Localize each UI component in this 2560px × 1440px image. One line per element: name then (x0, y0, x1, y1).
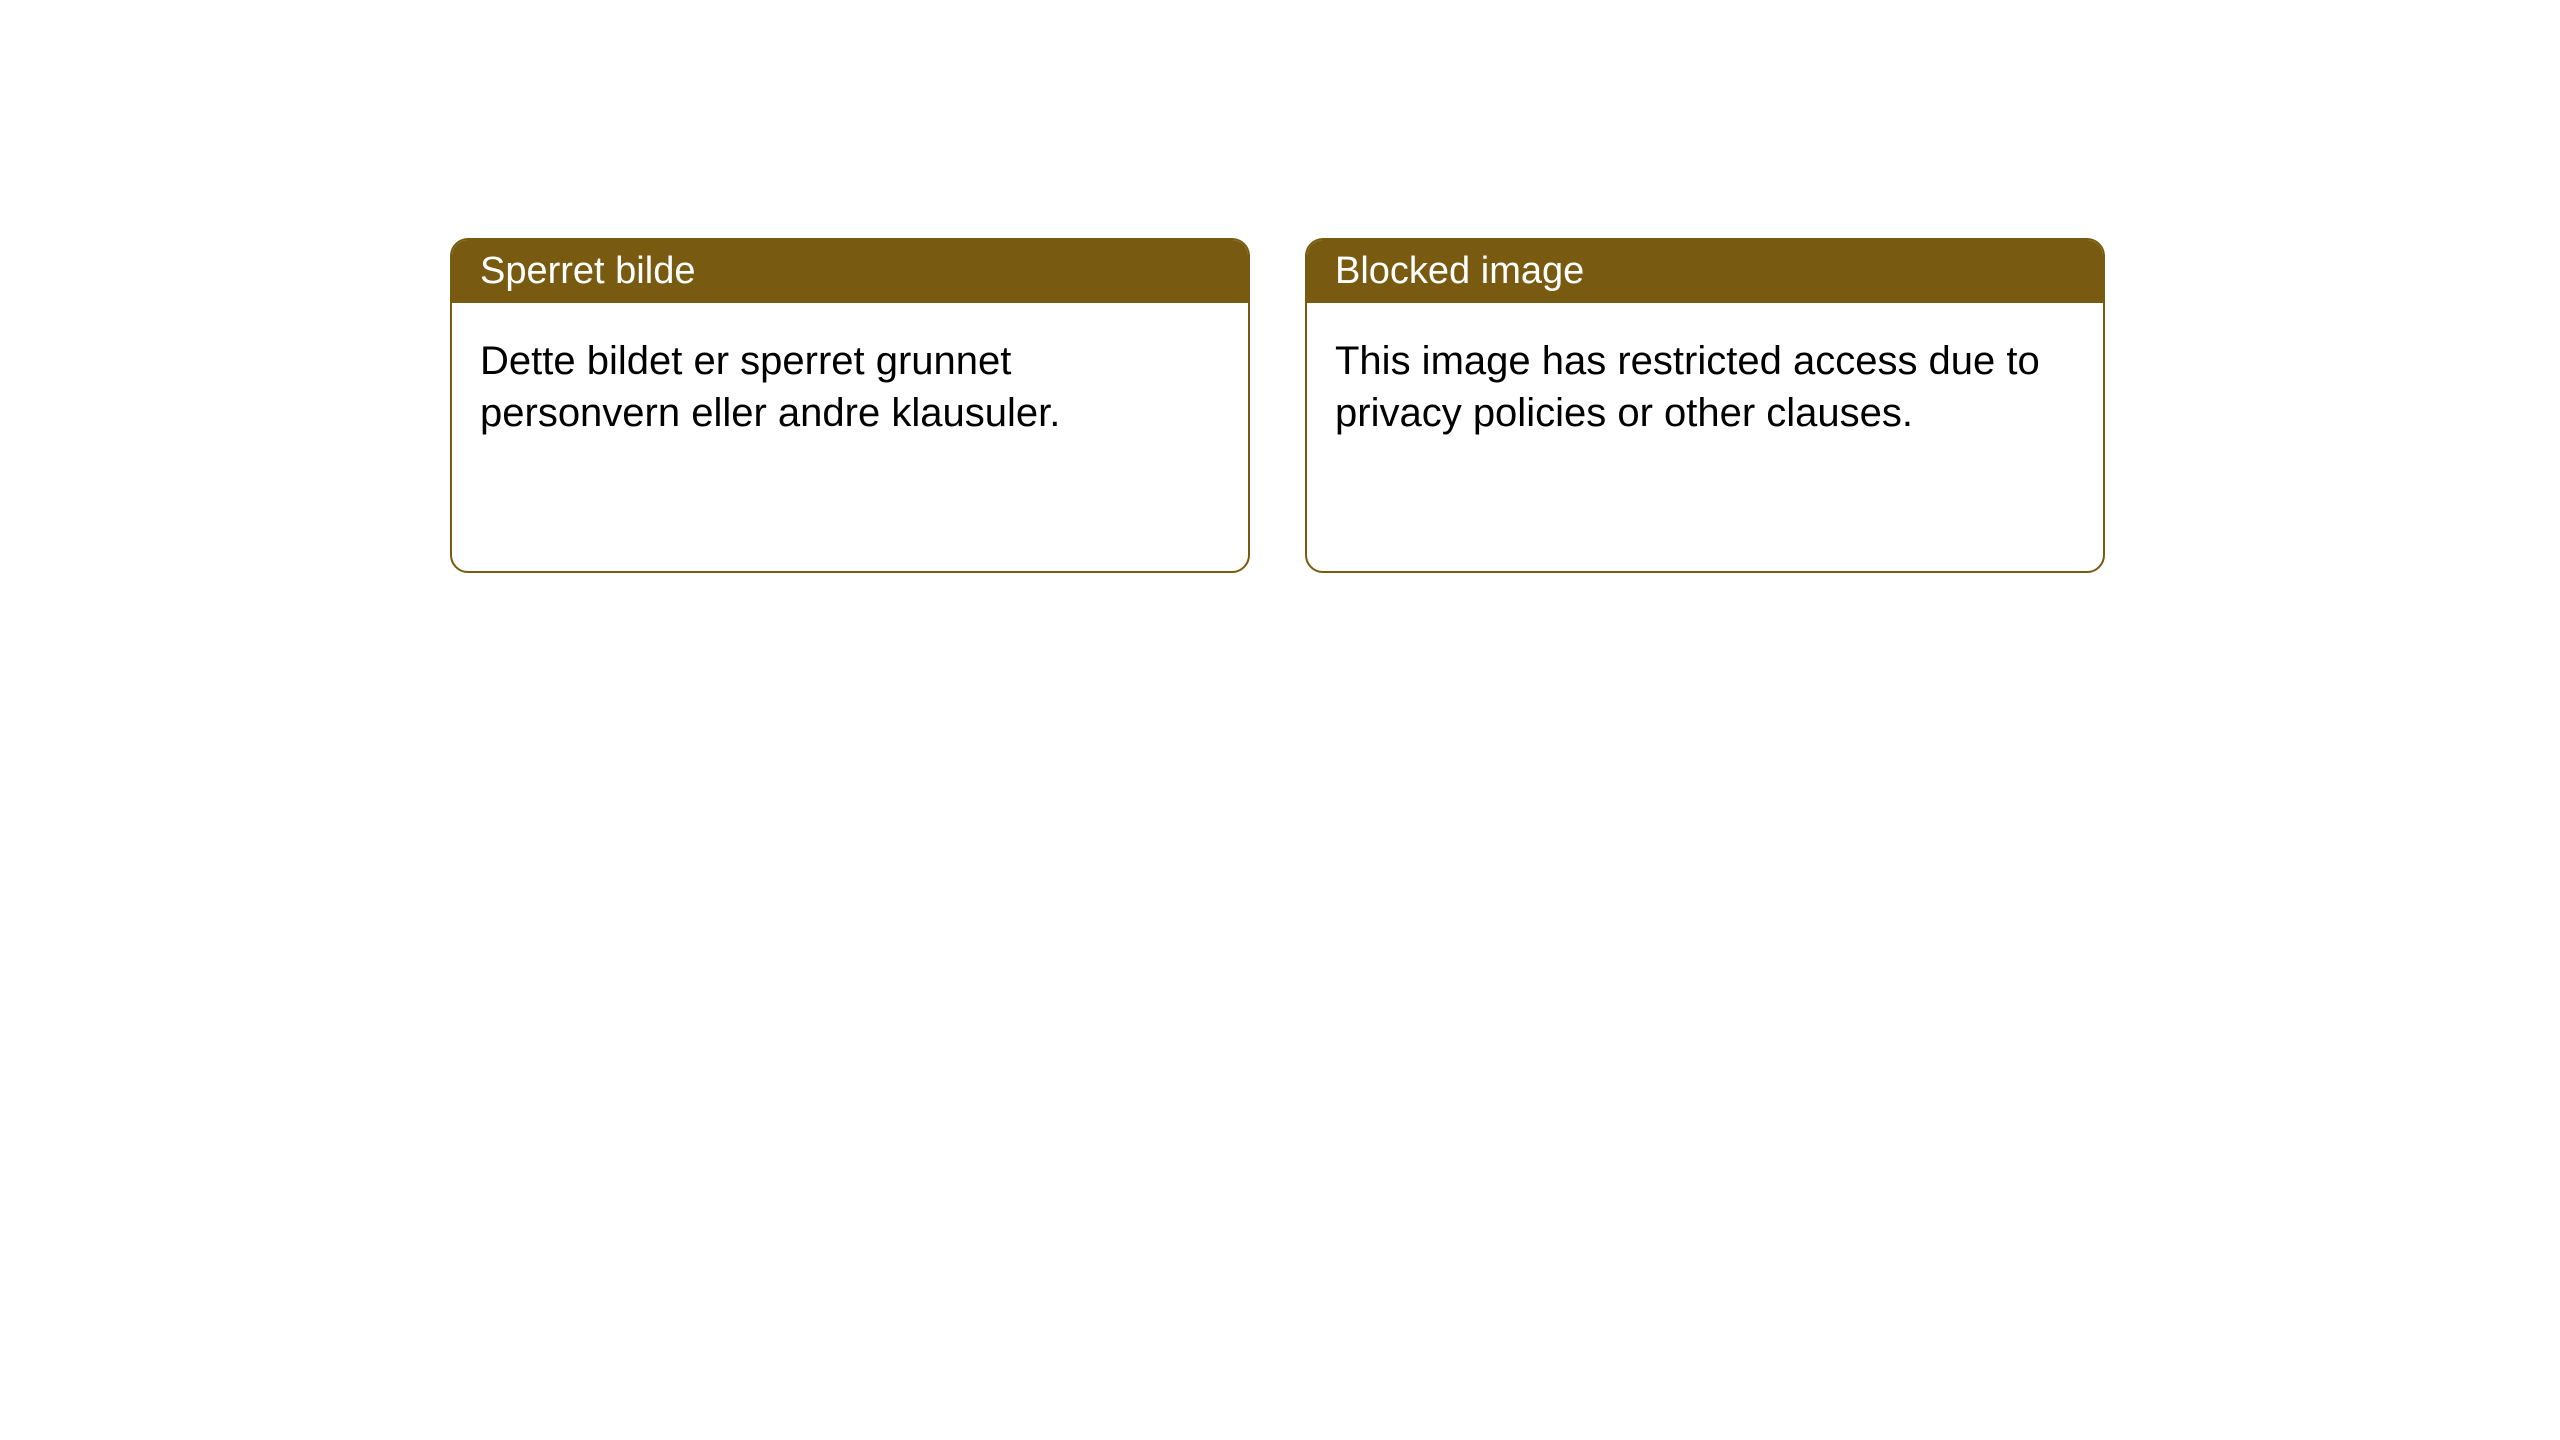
notice-title: Sperret bilde (452, 240, 1248, 303)
notice-card-english: Blocked image This image has restricted … (1305, 238, 2105, 573)
notice-body: This image has restricted access due to … (1307, 303, 2103, 471)
notice-title: Blocked image (1307, 240, 2103, 303)
notice-container: Sperret bilde Dette bildet er sperret gr… (450, 238, 2105, 573)
notice-body: Dette bildet er sperret grunnet personve… (452, 303, 1248, 471)
notice-card-norwegian: Sperret bilde Dette bildet er sperret gr… (450, 238, 1250, 573)
